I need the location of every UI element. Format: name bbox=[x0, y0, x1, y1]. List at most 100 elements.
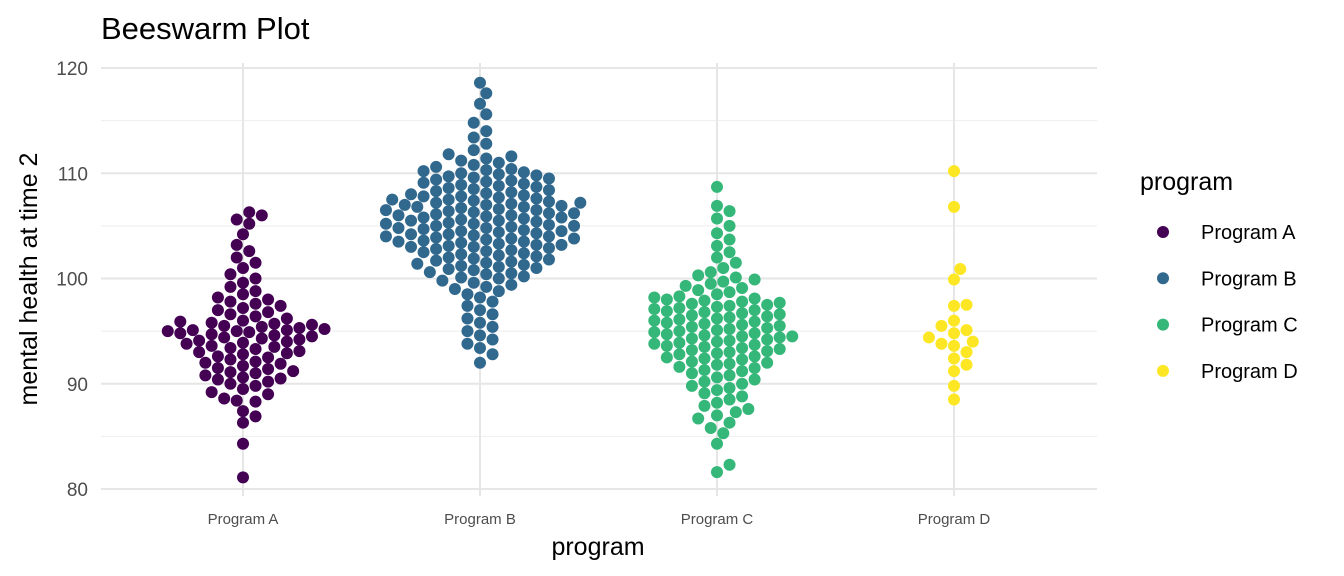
data-point bbox=[517, 270, 530, 283]
data-point bbox=[960, 298, 973, 311]
data-point bbox=[480, 198, 493, 211]
data-point bbox=[492, 272, 505, 285]
data-point bbox=[237, 301, 249, 314]
data-point bbox=[723, 458, 736, 471]
data-point bbox=[711, 347, 723, 360]
data-point bbox=[673, 336, 686, 349]
data-point bbox=[685, 309, 698, 322]
data-point bbox=[729, 256, 742, 269]
data-point bbox=[455, 213, 468, 226]
data-point bbox=[736, 318, 749, 331]
data-point bbox=[224, 280, 237, 293]
data-point bbox=[218, 392, 231, 405]
legend-key bbox=[1157, 364, 1169, 377]
data-point bbox=[530, 215, 543, 228]
data-point bbox=[505, 220, 518, 233]
data-point bbox=[492, 156, 505, 169]
data-point bbox=[729, 271, 742, 284]
data-point bbox=[293, 321, 306, 334]
legend-key bbox=[1157, 226, 1169, 238]
data-point bbox=[467, 252, 480, 265]
data-point bbox=[966, 335, 979, 348]
data-point bbox=[673, 360, 686, 373]
data-point bbox=[467, 217, 480, 230]
data-point bbox=[423, 266, 436, 279]
data-point bbox=[405, 188, 418, 201]
data-point bbox=[723, 299, 736, 312]
data-point bbox=[568, 207, 581, 220]
data-point bbox=[723, 369, 736, 382]
data-point bbox=[742, 403, 755, 416]
data-point bbox=[648, 326, 661, 339]
y-tick-label: 80 bbox=[67, 480, 88, 501]
data-point bbox=[555, 199, 568, 212]
data-point bbox=[193, 334, 206, 347]
data-point bbox=[237, 416, 249, 429]
data-point bbox=[442, 239, 455, 252]
data-point bbox=[442, 170, 455, 183]
data-point bbox=[430, 208, 443, 221]
data-point bbox=[243, 206, 256, 219]
data-point bbox=[555, 211, 568, 224]
data-point bbox=[205, 316, 218, 329]
data-point bbox=[430, 243, 443, 256]
data-point bbox=[237, 405, 249, 418]
data-point bbox=[480, 175, 493, 188]
data-point bbox=[948, 352, 960, 365]
data-point bbox=[480, 187, 493, 200]
data-point bbox=[486, 308, 499, 321]
data-point bbox=[211, 304, 224, 317]
data-point bbox=[405, 228, 418, 241]
data-point bbox=[948, 379, 960, 392]
data-point bbox=[698, 387, 711, 400]
data-point bbox=[517, 189, 530, 202]
legend-key bbox=[1157, 272, 1169, 285]
data-point bbox=[698, 294, 711, 307]
data-point bbox=[542, 241, 555, 254]
data-point bbox=[249, 343, 262, 356]
data-point bbox=[492, 203, 505, 216]
data-point bbox=[237, 276, 249, 289]
data-point bbox=[237, 383, 249, 396]
data-point bbox=[492, 191, 505, 204]
data-point bbox=[736, 330, 749, 343]
data-point bbox=[218, 319, 231, 332]
data-point bbox=[467, 194, 480, 207]
data-point bbox=[480, 280, 493, 293]
data-point bbox=[948, 314, 960, 327]
data-point bbox=[698, 352, 711, 365]
data-point bbox=[218, 331, 231, 344]
data-point bbox=[455, 236, 468, 249]
data-point bbox=[480, 245, 493, 258]
data-point bbox=[685, 332, 698, 345]
data-point bbox=[486, 320, 499, 333]
data-point bbox=[685, 297, 698, 310]
data-point bbox=[723, 416, 736, 429]
data-point bbox=[711, 239, 723, 252]
data-point bbox=[935, 337, 948, 350]
data-point bbox=[492, 179, 505, 192]
data-point bbox=[237, 314, 249, 327]
data-point bbox=[786, 330, 799, 343]
data-point bbox=[660, 316, 673, 329]
data-point bbox=[480, 268, 493, 281]
data-point bbox=[293, 333, 306, 346]
data-point bbox=[711, 437, 723, 450]
data-point bbox=[237, 228, 249, 241]
data-point bbox=[442, 228, 455, 241]
data-point bbox=[262, 363, 275, 376]
data-point bbox=[430, 219, 443, 232]
data-point bbox=[773, 296, 786, 309]
data-point bbox=[517, 212, 530, 225]
legend-label: Program D bbox=[1201, 361, 1298, 383]
data-point bbox=[542, 195, 555, 208]
y-tick-labels: 80 90 100 110 120 bbox=[56, 59, 88, 501]
data-point bbox=[723, 334, 736, 347]
data-point bbox=[199, 369, 212, 382]
data-point bbox=[704, 266, 717, 279]
data-point bbox=[474, 291, 486, 304]
data-point bbox=[530, 192, 543, 205]
data-point bbox=[505, 209, 518, 222]
data-point bbox=[711, 409, 723, 422]
data-point bbox=[480, 108, 493, 121]
